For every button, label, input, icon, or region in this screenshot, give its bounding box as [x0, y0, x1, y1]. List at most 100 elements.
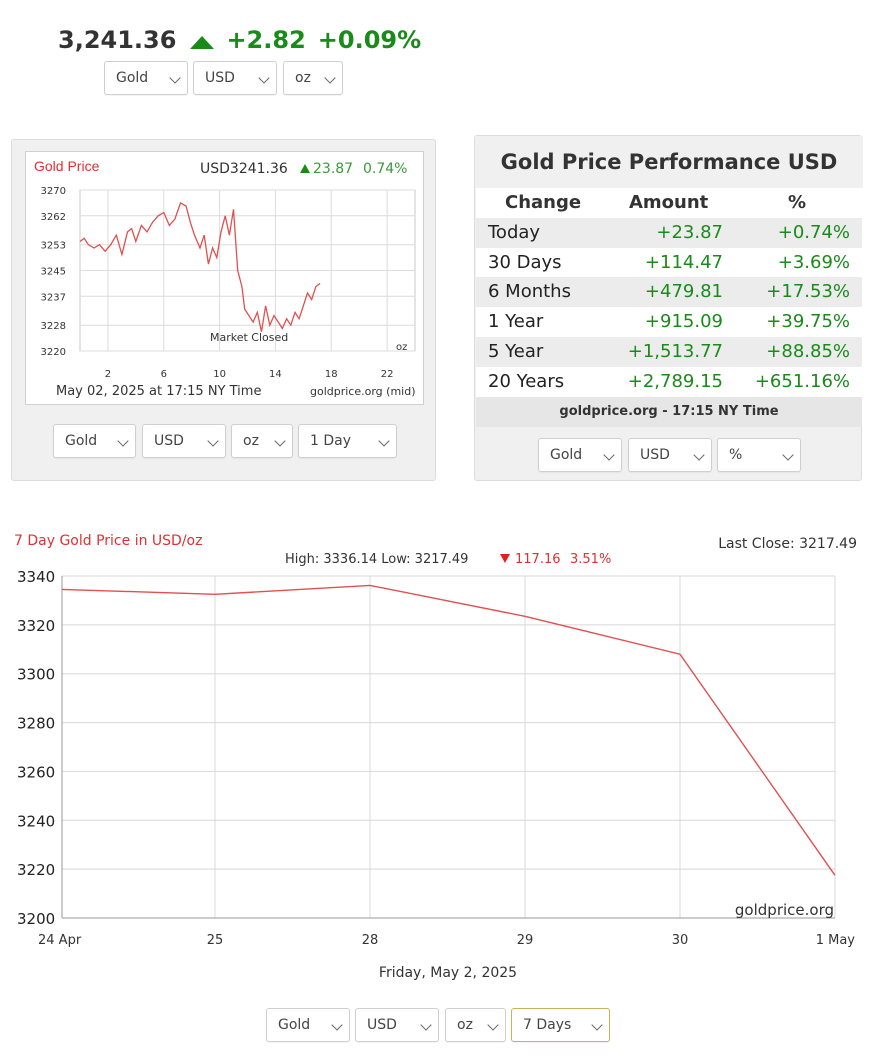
table-row: 20 Years +2,789.15 +651.16% — [476, 366, 862, 397]
intraday-chart: 3270 3262 3253 3245 3237 3228 3220 2 6 10 14 18 22 … — [25, 151, 424, 405]
y-tick-label: 3245 — [41, 267, 66, 278]
seven-day-price-line — [61, 584, 836, 876]
perf-metal-value: Gold — [550, 447, 583, 463]
seven-day-period-value: 7 Days — [523, 1017, 572, 1033]
watermark-label: goldprice.org — [735, 901, 834, 919]
intraday-price-line — [79, 201, 321, 332]
seven-day-unit-select[interactable]: oz — [445, 1008, 506, 1042]
chevron-down-icon — [117, 435, 129, 447]
row-pct: +88.85% — [766, 340, 850, 362]
row-amount: +114.47 — [644, 251, 723, 273]
x-tick-label: 24 Apr — [38, 933, 82, 948]
seven-day-chart-title: 7 Day Gold Price in USD/oz — [14, 533, 202, 549]
range-pct-label: 3.51% — [570, 552, 611, 567]
up-arrow-icon — [190, 35, 215, 49]
intraday-source: goldprice.org (mid) — [310, 385, 416, 398]
intraday-unit-select[interactable]: oz — [231, 424, 293, 458]
performance-title: Gold Price Performance USD — [475, 136, 863, 188]
perf-currency-select[interactable]: USD — [628, 438, 712, 472]
y-tick-label: 3300 — [17, 666, 55, 684]
y-tick-label: 3240 — [17, 812, 55, 830]
performance-footer: goldprice.org - 17:15 NY Time — [476, 396, 862, 427]
row-label: 30 Days — [488, 251, 562, 273]
chevron-down-icon — [420, 1019, 432, 1031]
performance-header-row: Change Amount % — [476, 188, 862, 218]
seven-day-unit-value: oz — [457, 1017, 473, 1033]
last-close-label: Last Close: 3217.49 — [718, 536, 857, 552]
x-tick-label: 28 — [362, 933, 379, 948]
intraday-unit-value: oz — [243, 433, 259, 449]
seven-day-x-ticks: 24 Apr 25 28 29 30 1 May — [38, 933, 855, 948]
table-row: Today +23.87 +0.74% — [476, 217, 862, 248]
y-tick-label: 3260 — [17, 763, 55, 781]
intraday-header-pct: 0.74% — [363, 161, 407, 177]
intraday-metal-value: Gold — [65, 433, 98, 449]
intraday-period-select[interactable]: 1 Day — [298, 424, 397, 458]
intraday-header-change: 23.87 — [313, 161, 353, 177]
current-price: 3,241.36 — [58, 26, 177, 54]
seven-day-currency-select[interactable]: USD — [355, 1008, 439, 1042]
intraday-y-ticks: 3270 3262 3253 3245 3237 3228 3220 — [41, 186, 66, 358]
intraday-chart-title: Gold Price — [34, 158, 100, 174]
chevron-down-icon — [487, 1019, 499, 1031]
intraday-currency-value: USD — [154, 433, 184, 449]
y-tick-label: 3280 — [17, 715, 55, 733]
seven-day-metal-value: Gold — [278, 1017, 311, 1033]
up-arrow-icon — [300, 164, 310, 173]
chevron-down-icon — [207, 435, 219, 447]
seven-day-currency-value: USD — [367, 1017, 397, 1033]
y-tick-label: 3237 — [41, 292, 66, 303]
row-amount: +1,513.77 — [627, 340, 723, 362]
perf-mode-select[interactable]: % — [717, 438, 801, 472]
performance-table: Change Amount % Today +23.87 +0.74% 30 D… — [476, 188, 862, 427]
chevron-down-icon — [274, 435, 286, 447]
y-tick-label: 3228 — [41, 321, 66, 332]
table-row: 6 Months +479.81 +17.53% — [476, 277, 862, 308]
seven-day-x-axis-label: Friday, May 2, 2025 — [379, 965, 517, 981]
perf-metal-select[interactable]: Gold — [538, 438, 622, 472]
seven-day-period-select[interactable]: 7 Days — [511, 1008, 610, 1042]
row-pct: +0.74% — [777, 221, 850, 243]
header-pct: % — [788, 192, 807, 213]
seven-day-y-ticks: 3340 3320 3300 3280 3260 3240 3220 3200 — [17, 568, 55, 928]
intraday-header-value: USD3241.36 — [200, 161, 288, 177]
chevron-down-icon — [331, 1019, 343, 1031]
y-tick-label: 3220 — [41, 347, 66, 358]
price-change: +2.82 — [226, 26, 306, 54]
chevron-down-icon — [258, 72, 270, 84]
row-label: Today — [488, 221, 541, 243]
y-tick-label: 3340 — [17, 568, 55, 586]
y-tick-label: 3270 — [41, 186, 66, 197]
row-amount: +479.81 — [644, 281, 723, 303]
y-tick-label: 3253 — [41, 241, 66, 252]
chevron-down-icon — [591, 1019, 603, 1031]
seven-day-metal-select[interactable]: Gold — [266, 1008, 350, 1042]
intraday-gridlines — [79, 189, 416, 352]
x-tick-label: 10 — [213, 369, 226, 380]
y-tick-label: 3220 — [17, 861, 55, 879]
row-label: 20 Years — [488, 370, 565, 392]
market-closed-label: Market Closed — [210, 331, 288, 344]
row-amount: +2,789.15 — [627, 370, 723, 392]
row-pct: +651.16% — [754, 370, 850, 392]
perf-mode-value: % — [729, 447, 743, 463]
row-label: 6 Months — [488, 281, 571, 303]
x-tick-label: 1 May — [816, 933, 856, 948]
x-tick-label: 18 — [325, 369, 338, 380]
high-low-label: High: 3336.14 Low: 3217.49 — [285, 552, 468, 567]
chevron-down-icon — [169, 72, 181, 84]
ticker-metal-select[interactable]: Gold — [104, 61, 188, 95]
unit-label: oz — [396, 342, 407, 353]
x-tick-label: 2 — [105, 369, 111, 380]
intraday-currency-select[interactable]: USD — [142, 424, 226, 458]
seven-day-chart: 3340 3320 3300 3280 3260 3240 3220 3200 24 Apr 2… — [0, 520, 875, 990]
chevron-down-icon — [324, 72, 336, 84]
y-tick-label: 3320 — [17, 617, 55, 635]
intraday-metal-select[interactable]: Gold — [53, 424, 136, 458]
intraday-timestamp: May 02, 2025 at 17:15 NY Time — [56, 384, 261, 399]
table-row: 5 Year +1,513.77 +88.85% — [476, 336, 862, 367]
x-tick-label: 29 — [517, 933, 534, 948]
ticker-currency-select[interactable]: USD — [193, 61, 277, 95]
ticker-unit-select[interactable]: oz — [283, 61, 343, 95]
